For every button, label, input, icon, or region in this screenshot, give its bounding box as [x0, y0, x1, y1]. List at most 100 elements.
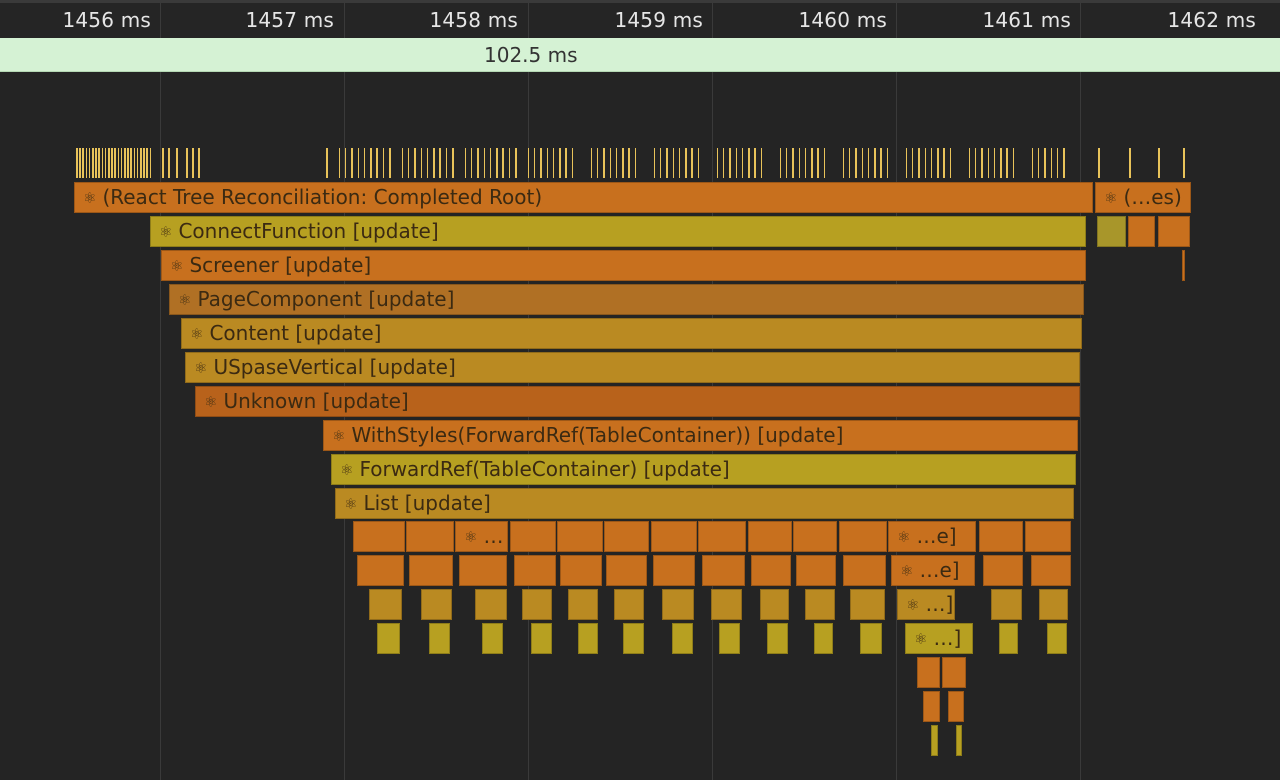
list-item-frame[interactable] [805, 589, 835, 620]
sample-marker [95, 148, 97, 178]
list-item-frame[interactable] [357, 555, 404, 586]
frame-forwardref-tablecontainer[interactable]: ⚛ ForwardRef(TableContainer) [update] [331, 454, 1076, 485]
list-item-frame[interactable] [719, 623, 740, 654]
flame-frame[interactable] [917, 657, 940, 688]
sample-marker [133, 148, 136, 178]
list-item-frame[interactable] [614, 589, 644, 620]
list-item-frame[interactable] [748, 521, 792, 552]
list-item-frame[interactable] [568, 589, 598, 620]
list-item-frame[interactable] [793, 521, 837, 552]
flame-frame[interactable] [931, 725, 938, 756]
list-item-frame[interactable] [662, 589, 694, 620]
list-item-frame[interactable] [560, 555, 602, 586]
list-item-frame[interactable]: ⚛ …e] [888, 521, 976, 552]
list-item-frame[interactable] [751, 555, 791, 586]
frame-content[interactable]: ⚛ Content [update] [181, 318, 1082, 349]
frame-uspase-vertical[interactable]: ⚛ USpaseVertical [update] [185, 352, 1080, 383]
sample-marker [162, 148, 164, 178]
sample-marker [439, 148, 441, 178]
list-item-frame[interactable] [651, 521, 697, 552]
list-item-frame[interactable] [377, 623, 400, 654]
list-item-frame[interactable] [860, 623, 882, 654]
flame-frame[interactable] [942, 657, 966, 688]
frame-screener[interactable]: ⚛ Screener [update] [161, 250, 1086, 281]
flame-frame[interactable] [1097, 216, 1126, 247]
list-item-frame[interactable] [421, 589, 452, 620]
flame-frame[interactable] [1158, 216, 1190, 247]
list-item-frame[interactable] [510, 521, 556, 552]
list-item-frame[interactable] [459, 555, 507, 586]
list-item-frame[interactable] [482, 623, 503, 654]
list-item-frame[interactable] [711, 589, 742, 620]
react-atom-icon: ⚛ [464, 528, 478, 546]
list-item-frame[interactable] [698, 521, 746, 552]
list-item-frame[interactable] [653, 555, 695, 586]
frame-withstyles-tablecontainer[interactable]: ⚛ WithStyles(ForwardRef(TableContainer)) … [323, 420, 1078, 451]
flame-frame[interactable] [948, 691, 964, 722]
sample-marker [508, 148, 511, 178]
sample-marker [722, 148, 725, 178]
list-item-frame[interactable] [429, 623, 450, 654]
list-item-frame[interactable]: ⚛ …] [897, 589, 955, 620]
sample-marker [111, 148, 113, 178]
flame-frame[interactable] [1128, 216, 1155, 247]
list-item-frame[interactable] [1039, 589, 1068, 620]
frame-react-tree-reconciliation[interactable]: ⚛ (React Tree Reconciliation: Completed R… [74, 182, 1093, 213]
sample-marker [370, 148, 372, 178]
list-item-frame[interactable] [409, 555, 453, 586]
frame-unknown[interactable]: ⚛ Unknown [update] [195, 386, 1080, 417]
list-item-frame[interactable] [522, 589, 552, 620]
list-item-frame[interactable] [814, 623, 833, 654]
list-item-frame[interactable] [979, 521, 1023, 552]
flame-frame[interactable] [1182, 250, 1185, 281]
frame-label: Unknown [update] [223, 389, 409, 413]
list-item-frame[interactable] [672, 623, 693, 654]
list-item-frame[interactable] [353, 521, 405, 552]
list-item-frame[interactable] [623, 623, 644, 654]
list-item-frame[interactable] [999, 623, 1018, 654]
list-item-frame[interactable] [796, 555, 836, 586]
list-item-frame[interactable] [475, 589, 507, 620]
frame-list[interactable]: ⚛ List [update] [335, 488, 1074, 519]
list-item-frame[interactable] [983, 555, 1023, 586]
list-item-frame[interactable] [406, 521, 454, 552]
list-item-frame[interactable] [557, 521, 603, 552]
list-item-frame[interactable] [604, 521, 649, 552]
frame-react-tree-reconciliation-next[interactable]: ⚛ (…es) [1095, 182, 1191, 213]
list-item-frame[interactable] [991, 589, 1022, 620]
list-item-frame[interactable] [531, 623, 552, 654]
list-item-frame[interactable] [839, 521, 887, 552]
frame-label: Content [update] [209, 321, 382, 345]
list-item-frame[interactable] [843, 555, 886, 586]
list-item-frame[interactable] [767, 623, 788, 654]
sample-marker [754, 148, 756, 178]
list-item-frame[interactable] [702, 555, 745, 586]
frame-page-component[interactable]: ⚛ PageComponent [update] [169, 284, 1084, 315]
sample-marker [748, 148, 750, 178]
list-item-frame[interactable] [1025, 521, 1071, 552]
list-item-frame[interactable] [514, 555, 556, 586]
sample-marker [949, 148, 952, 178]
list-item-frame[interactable] [760, 589, 789, 620]
sample-marker [811, 148, 813, 178]
sample-marker [496, 148, 498, 178]
list-item-frame[interactable] [578, 623, 598, 654]
sample-marker [716, 148, 719, 178]
sample-marker [1183, 148, 1185, 178]
sample-marker [1012, 148, 1015, 178]
list-item-frame[interactable]: ⚛ …] [905, 623, 973, 654]
frame-connect-function[interactable]: ⚛ ConnectFunction [update] [150, 216, 1086, 247]
list-item-frame[interactable] [1047, 623, 1067, 654]
list-item-frame[interactable]: ⚛ …e] [891, 555, 975, 586]
selection-range-bar[interactable]: 102.5 ms [0, 38, 1280, 72]
list-item-frame[interactable] [850, 589, 885, 620]
flame-frame[interactable] [923, 691, 940, 722]
list-item-frame[interactable] [1031, 555, 1071, 586]
sample-marker [1037, 148, 1040, 178]
list-item-frame[interactable] [369, 589, 402, 620]
sample-marker [117, 148, 120, 178]
list-item-frame[interactable] [606, 555, 647, 586]
flame-frame[interactable] [956, 725, 962, 756]
list-item-frame[interactable]: ⚛… [455, 521, 508, 552]
